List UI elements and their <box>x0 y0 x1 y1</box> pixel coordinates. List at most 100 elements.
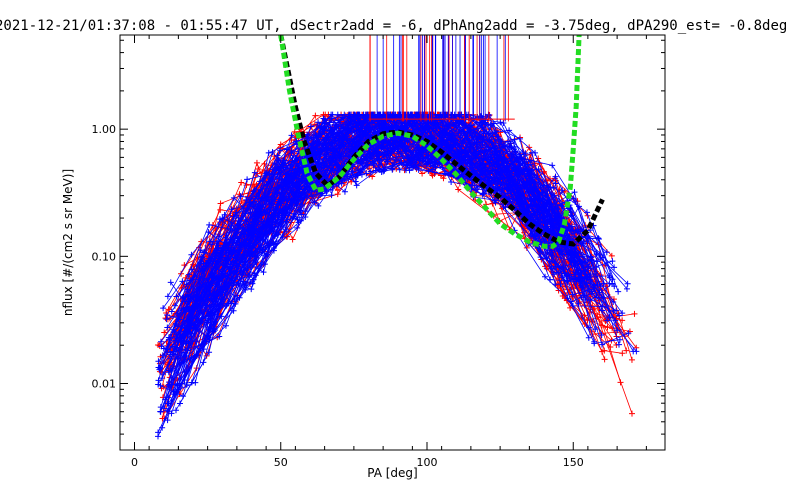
data-point-marker <box>405 148 412 155</box>
data-point-marker <box>269 149 276 156</box>
data-point-marker <box>604 324 611 331</box>
data-point-marker <box>238 179 245 186</box>
data-point-marker <box>205 334 212 341</box>
data-point-marker <box>174 381 181 388</box>
data-point-marker <box>585 334 592 341</box>
data-point-marker <box>440 175 447 182</box>
data-point-marker <box>210 290 217 297</box>
data-point-marker <box>582 271 589 278</box>
data-point-marker <box>606 274 613 281</box>
data-point-marker <box>535 166 542 173</box>
y-tick-label: 1.00 <box>92 123 117 136</box>
data-point-marker <box>196 285 203 292</box>
data-point-marker <box>243 182 250 189</box>
data-point-marker <box>168 381 175 388</box>
data-point-marker <box>253 159 260 166</box>
data-point-marker <box>425 152 432 159</box>
data-point-marker <box>262 244 269 251</box>
data-point-marker <box>164 324 171 331</box>
data-point-marker <box>199 266 206 273</box>
data-point-marker <box>230 213 237 220</box>
data-point-marker <box>224 257 231 264</box>
data-point-marker <box>611 264 618 271</box>
data-point-marker <box>362 132 369 139</box>
data-point-marker <box>222 245 229 252</box>
data-point-marker <box>282 171 289 178</box>
data-point-marker <box>611 283 618 290</box>
data-point-marker <box>396 166 403 173</box>
data-point-marker <box>433 115 440 122</box>
data-point-marker <box>497 119 504 126</box>
data-point-marker <box>517 151 524 158</box>
data-point-marker <box>499 169 506 176</box>
data-point-marker <box>603 249 610 256</box>
data-point-marker <box>298 211 305 218</box>
data-point-marker <box>166 379 173 386</box>
data-point-marker <box>261 261 268 268</box>
data-traces-layer <box>155 35 640 440</box>
data-point-marker <box>275 157 282 164</box>
data-point-marker <box>217 200 224 207</box>
data-point-marker <box>578 260 585 267</box>
data-point-marker <box>570 195 577 202</box>
data-point-marker <box>161 405 168 412</box>
data-point-marker <box>381 124 388 131</box>
data-point-marker <box>441 170 448 177</box>
data-point-marker <box>269 166 276 173</box>
data-point-marker <box>355 111 362 118</box>
data-point-marker <box>583 209 590 216</box>
fit-curves-layer <box>278 35 605 249</box>
data-point-marker <box>163 316 170 323</box>
plot-frame <box>119 34 666 451</box>
data-point-marker <box>210 328 217 335</box>
data-point-marker <box>247 209 254 216</box>
data-point-marker <box>604 317 611 324</box>
data-point-marker <box>612 317 619 324</box>
data-point-marker <box>522 150 529 157</box>
data-point-marker <box>164 400 171 407</box>
data-point-marker <box>216 216 223 223</box>
data-point-marker <box>491 154 498 161</box>
data-point-marker <box>559 247 566 254</box>
data-point-marker <box>419 170 426 177</box>
data-point-marker <box>429 166 436 173</box>
data-trace <box>177 113 582 386</box>
data-point-marker <box>525 203 532 210</box>
data-point-marker <box>330 130 337 137</box>
data-point-marker <box>594 313 601 320</box>
data-point-marker <box>511 136 518 143</box>
data-point-marker <box>248 286 255 293</box>
data-point-marker <box>275 158 282 165</box>
data-point-marker <box>564 236 571 243</box>
x-axis-label: PA [deg] <box>367 466 417 480</box>
data-point-marker <box>549 162 556 169</box>
data-point-marker <box>629 410 636 417</box>
data-point-marker <box>616 336 623 343</box>
data-trace <box>184 114 570 298</box>
data-point-marker <box>389 162 396 169</box>
data-point-marker <box>560 264 567 271</box>
data-point-marker <box>542 273 549 280</box>
black-fit-curve <box>278 35 605 247</box>
data-point-marker <box>382 152 389 159</box>
data-point-marker <box>203 284 210 291</box>
data-point-marker <box>184 332 191 339</box>
green-fit-curve <box>278 35 582 249</box>
data-point-marker <box>455 130 462 137</box>
data-point-marker <box>281 194 288 201</box>
data-point-marker <box>206 221 213 228</box>
data-point-marker <box>356 134 363 141</box>
data-point-marker <box>581 259 588 266</box>
data-point-marker <box>165 408 172 415</box>
y-axis-label: nflux [#/(cm2 s sr MeV)] <box>61 169 75 316</box>
data-point-marker <box>164 312 171 319</box>
data-point-marker <box>465 111 472 118</box>
data-point-marker <box>458 156 465 163</box>
data-point-marker <box>260 269 267 276</box>
data-point-marker <box>205 318 212 325</box>
data-point-marker <box>282 164 289 171</box>
data-point-marker <box>228 206 235 213</box>
data-point-marker <box>265 149 272 156</box>
data-point-marker <box>470 164 477 171</box>
